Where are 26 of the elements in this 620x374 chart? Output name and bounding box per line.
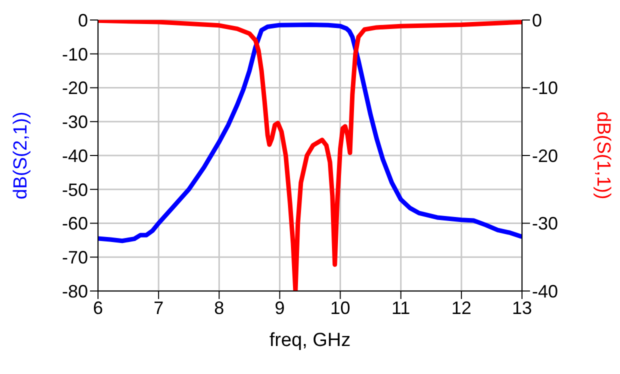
y-tick-label: -40 (62, 146, 88, 166)
y2-axis-title: dB(S(1,1)) (592, 112, 614, 200)
y-tick-label: -30 (62, 112, 88, 132)
y2-tick-label: -30 (532, 214, 558, 234)
x-tick-label: 10 (330, 298, 350, 318)
x-tick-label: 6 (92, 298, 104, 318)
y-tick-label: -50 (62, 180, 88, 200)
y2-tick-label: -40 (532, 281, 558, 302)
line-series (98, 22, 522, 244)
x-tick-label: 7 (154, 298, 164, 318)
y2-tick-label: 0 (532, 10, 542, 30)
y-tick-label: -10 (62, 44, 88, 64)
y-tick-label: 0 (78, 10, 88, 30)
x-tick-label: 11 (392, 298, 410, 318)
y-tick-label: -80 (62, 281, 88, 302)
x-axis-title: freq, GHz (269, 330, 351, 351)
y-tick-label: -70 (62, 248, 88, 268)
y-axis-title: dB(S(2,1)) (10, 112, 32, 200)
x-tick-label: 12 (451, 298, 472, 318)
y-tick-label: -60 (62, 214, 88, 234)
y-tick-label: -20 (62, 78, 88, 98)
x-tick-label: 13 (512, 298, 532, 318)
y2-tick-label: -10 (532, 78, 558, 98)
y2-tick-label: -20 (532, 146, 558, 166)
x-tick-label: 9 (274, 298, 285, 318)
x-tick-label: 8 (214, 298, 224, 318)
